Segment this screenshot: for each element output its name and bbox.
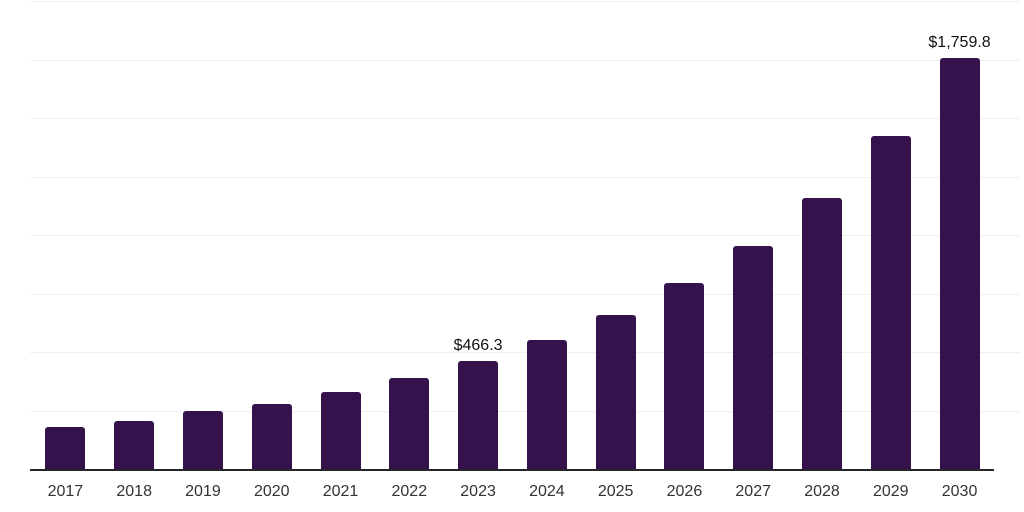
bar-2020 [251, 403, 292, 470]
gridline [30, 293, 1020, 295]
x-tick-label-2024: 2024 [529, 483, 565, 500]
bar-slot-2023: $466.3 [444, 2, 513, 470]
x-tick-label-2021: 2021 [322, 483, 359, 500]
bar-2027 [733, 246, 774, 470]
gridline [30, 118, 1020, 119]
bar-value-label-2030: $1,759.8 [928, 34, 991, 52]
x-tick-label-2025: 2025 [597, 483, 634, 500]
bar-slot-2024 [512, 2, 581, 470]
x-tick-label-2029: 2029 [872, 483, 909, 500]
gridline [30, 1, 1020, 2]
bar-value-label-2023: $466.3 [453, 336, 503, 354]
gridline [30, 235, 1020, 236]
gridline [30, 410, 1020, 412]
x-axis-line [30, 469, 994, 471]
x-axis-tick-labels: 2017 2018 2019 2020 2021 2022 2023 2024 2025 2026… [31, 482, 994, 501]
bar-slot-2019 [169, 2, 238, 470]
bar-slot-2027 [719, 2, 788, 470]
x-tick-label-2026: 2026 [666, 483, 703, 500]
bar-2026 [664, 283, 705, 470]
x-tick-label-2030: 2030 [941, 483, 978, 500]
x-tick-label-2018: 2018 [116, 483, 152, 500]
x-tick-label-2022: 2022 [391, 483, 428, 500]
bar-2021 [320, 392, 361, 470]
bar-2025 [595, 315, 636, 470]
bar-slot-2021 [306, 2, 375, 470]
bar-slot-2018 [100, 2, 169, 470]
bar-slot-2020 [237, 2, 306, 470]
bar-slot-2028 [788, 2, 857, 470]
plot-area: $466.3 $1,759.8 [31, 2, 994, 470]
x-tick-label-2019: 2019 [185, 483, 221, 500]
x-tick-label-2020: 2020 [253, 483, 290, 500]
bar-2024 [526, 339, 567, 470]
bar-2017 [45, 427, 86, 470]
bar-2029 [870, 136, 911, 470]
bar-slot-2026 [650, 2, 719, 470]
x-tick-label-2027: 2027 [735, 483, 771, 500]
bar-slot-2017 [31, 2, 100, 470]
bar-2022 [389, 378, 430, 470]
bar-2018 [114, 420, 155, 470]
gridline [30, 352, 1020, 353]
bar-slot-2030: $1,759.8 [925, 2, 994, 470]
bar-2019 [182, 411, 223, 470]
x-tick-label-2028: 2028 [804, 483, 840, 500]
x-tick-label-2017: 2017 [47, 483, 84, 500]
bar-slot-2029 [856, 2, 925, 470]
bar-2023 [458, 360, 499, 470]
bar-2028 [801, 198, 842, 470]
bar-slot-2025 [581, 2, 650, 470]
x-tick-label-2023: 2023 [460, 483, 496, 500]
gridline [30, 176, 1020, 178]
gridline [30, 59, 1020, 61]
bar-2030 [939, 58, 980, 470]
bar-slot-2022 [375, 2, 444, 470]
gridlines-area [30, 1, 1020, 470]
